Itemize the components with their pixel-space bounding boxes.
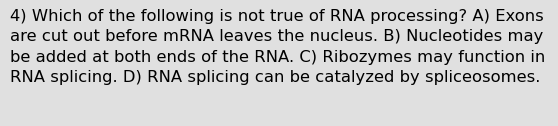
Text: 4) Which of the following is not true of RNA processing? A) Exons
are cut out be: 4) Which of the following is not true of… — [10, 9, 545, 85]
